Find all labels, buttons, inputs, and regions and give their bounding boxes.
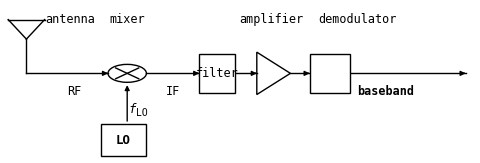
Text: RF: RF bbox=[67, 85, 82, 98]
Bar bbox=[101, 124, 146, 156]
Text: amplifier: amplifier bbox=[239, 13, 303, 26]
Text: filter: filter bbox=[195, 67, 239, 80]
Text: demodulator: demodulator bbox=[318, 13, 397, 26]
Text: mixer: mixer bbox=[109, 13, 145, 26]
Text: baseband: baseband bbox=[358, 85, 415, 98]
Text: LO: LO bbox=[136, 108, 147, 118]
Text: f: f bbox=[129, 103, 136, 116]
Text: LO: LO bbox=[116, 134, 131, 147]
Text: antenna: antenna bbox=[46, 13, 96, 26]
Bar bbox=[310, 54, 350, 93]
Text: IF: IF bbox=[166, 85, 180, 98]
Bar bbox=[199, 54, 235, 93]
